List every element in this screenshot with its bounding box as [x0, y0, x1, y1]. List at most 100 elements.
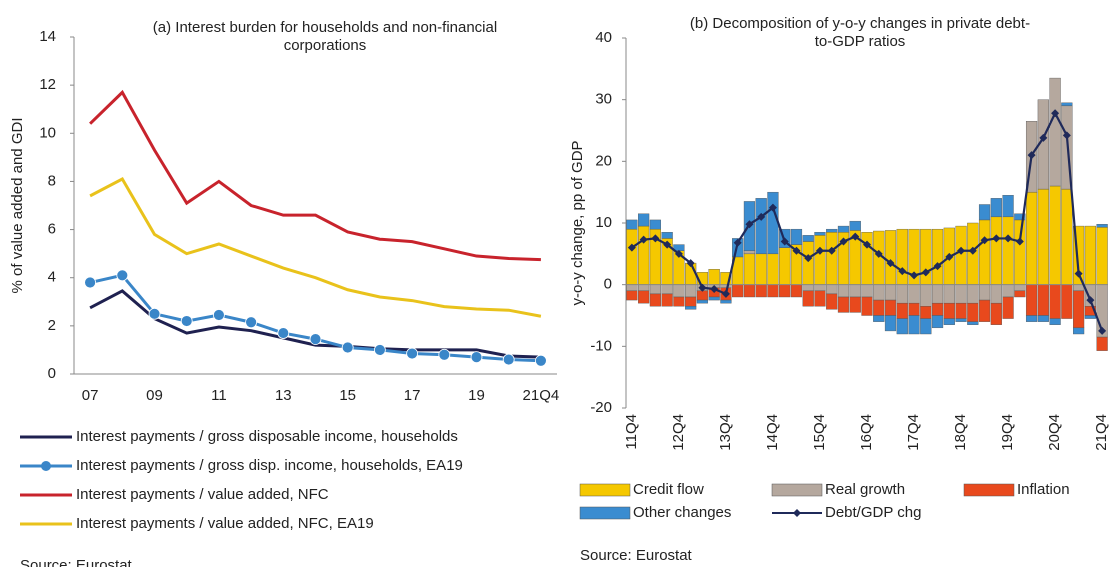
point [470, 351, 483, 364]
bar-segment [837, 296, 850, 313]
bar-segment [755, 253, 767, 285]
point [341, 341, 354, 354]
bar-segment [990, 302, 1002, 325]
point [851, 232, 860, 241]
bar-segment [755, 198, 767, 255]
legend-label: Interest payments / gross disp. income, … [76, 457, 463, 474]
bar-segment [1002, 195, 1014, 218]
x-tick-label: 15Q4 [811, 414, 828, 451]
bar-segment [685, 296, 697, 307]
legend-label: Real growth [825, 481, 905, 498]
bar-segment [908, 315, 920, 335]
bar-segment [873, 299, 885, 316]
bar-segment [1096, 224, 1108, 228]
legend-swatch [771, 483, 823, 497]
bar-segment [814, 284, 826, 292]
legend-label: Interest payments / value added, NFC [76, 486, 329, 503]
point [627, 243, 636, 252]
y-tick-label: 10 [595, 214, 612, 231]
legend-label: Credit flow [633, 481, 704, 498]
bar-segment [1002, 216, 1014, 285]
y-axis-label: % of value added and GDI [9, 118, 26, 294]
bar-segment [1002, 296, 1014, 319]
bar-segment [626, 219, 638, 230]
bar-segment [967, 284, 979, 304]
bar-segment [626, 228, 638, 285]
bar-segment [743, 253, 756, 285]
y-tick-label: 40 [595, 29, 612, 46]
bar-segment [779, 284, 791, 298]
bar-segment [732, 238, 744, 258]
x-tick-label: 20Q4 [1046, 414, 1063, 451]
bar-segment [1037, 284, 1049, 316]
x-tick-label: 09 [146, 387, 163, 404]
bar-segment [849, 296, 861, 313]
point [1074, 269, 1083, 278]
bar-segment [1014, 290, 1026, 298]
bar-segment [696, 299, 709, 304]
bar-segment [908, 302, 920, 316]
bar-segment [1084, 225, 1096, 285]
bar-segment [790, 284, 803, 298]
bar-segment [1025, 191, 1038, 285]
y-tick-label: 12 [39, 76, 56, 93]
series-line [89, 89, 541, 262]
point [980, 236, 989, 245]
x-tick-label: 17Q4 [905, 414, 922, 451]
bar-segment [1025, 315, 1038, 322]
bar-segment [920, 306, 932, 319]
point [1027, 151, 1036, 160]
bar-segment [931, 284, 944, 304]
y-tick-label: 20 [595, 152, 612, 169]
point [148, 307, 161, 320]
bar-segment [661, 293, 673, 307]
bar-segment [943, 318, 955, 325]
bar-segment [896, 318, 908, 335]
bar-segment [931, 228, 944, 285]
point [921, 268, 930, 277]
point [373, 344, 386, 356]
x-tick-label: 19Q4 [999, 414, 1016, 451]
point [1039, 133, 1048, 142]
bar-segment [767, 191, 779, 255]
bar-segment [849, 284, 861, 298]
bar-segment [920, 284, 932, 307]
bar-segment [767, 253, 779, 285]
bar-segment [638, 213, 650, 227]
bar-segment [661, 232, 673, 239]
bar-segment [1014, 213, 1026, 221]
bar-segment [649, 293, 661, 307]
bar-segment [802, 284, 814, 292]
point [827, 246, 836, 255]
bar-segment [1073, 284, 1085, 292]
point [757, 212, 766, 221]
point [212, 309, 225, 321]
bar-segment [661, 284, 673, 295]
bar-segment [802, 241, 814, 285]
bar-segment [978, 284, 991, 301]
bar-segment [802, 235, 814, 242]
point [406, 347, 419, 360]
x-tick-label: 11 [211, 387, 227, 404]
bar-segment [943, 302, 955, 319]
bar-segment [1049, 77, 1061, 187]
bar-segment [967, 321, 979, 325]
point [1015, 237, 1024, 246]
point [686, 259, 695, 268]
y-tick-label: 0 [604, 276, 612, 293]
bar-segment [638, 284, 650, 292]
bar-segment [896, 228, 908, 285]
x-tick-label: 18Q4 [952, 414, 969, 451]
bar-segment [1061, 188, 1073, 285]
point [116, 269, 129, 282]
legend-label: Interest payments / value added, NFC, EA… [76, 515, 374, 532]
legend-label: Debt/GDP chg [825, 504, 921, 521]
bar-segment [1037, 315, 1049, 322]
y-tick-label: 2 [48, 317, 56, 334]
bar-segment [767, 284, 779, 298]
source: Source: Eurostat [20, 557, 133, 567]
y-tick-label: 30 [595, 91, 612, 108]
y-tick-label: 0 [48, 365, 56, 382]
y-axis-label: y-o-y change, pp of GDP [569, 140, 586, 305]
bar-segment [990, 216, 1002, 285]
